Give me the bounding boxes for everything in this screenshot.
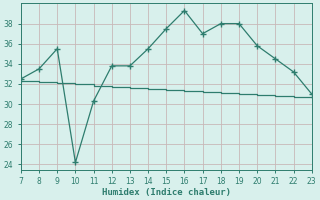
X-axis label: Humidex (Indice chaleur): Humidex (Indice chaleur): [102, 188, 231, 197]
